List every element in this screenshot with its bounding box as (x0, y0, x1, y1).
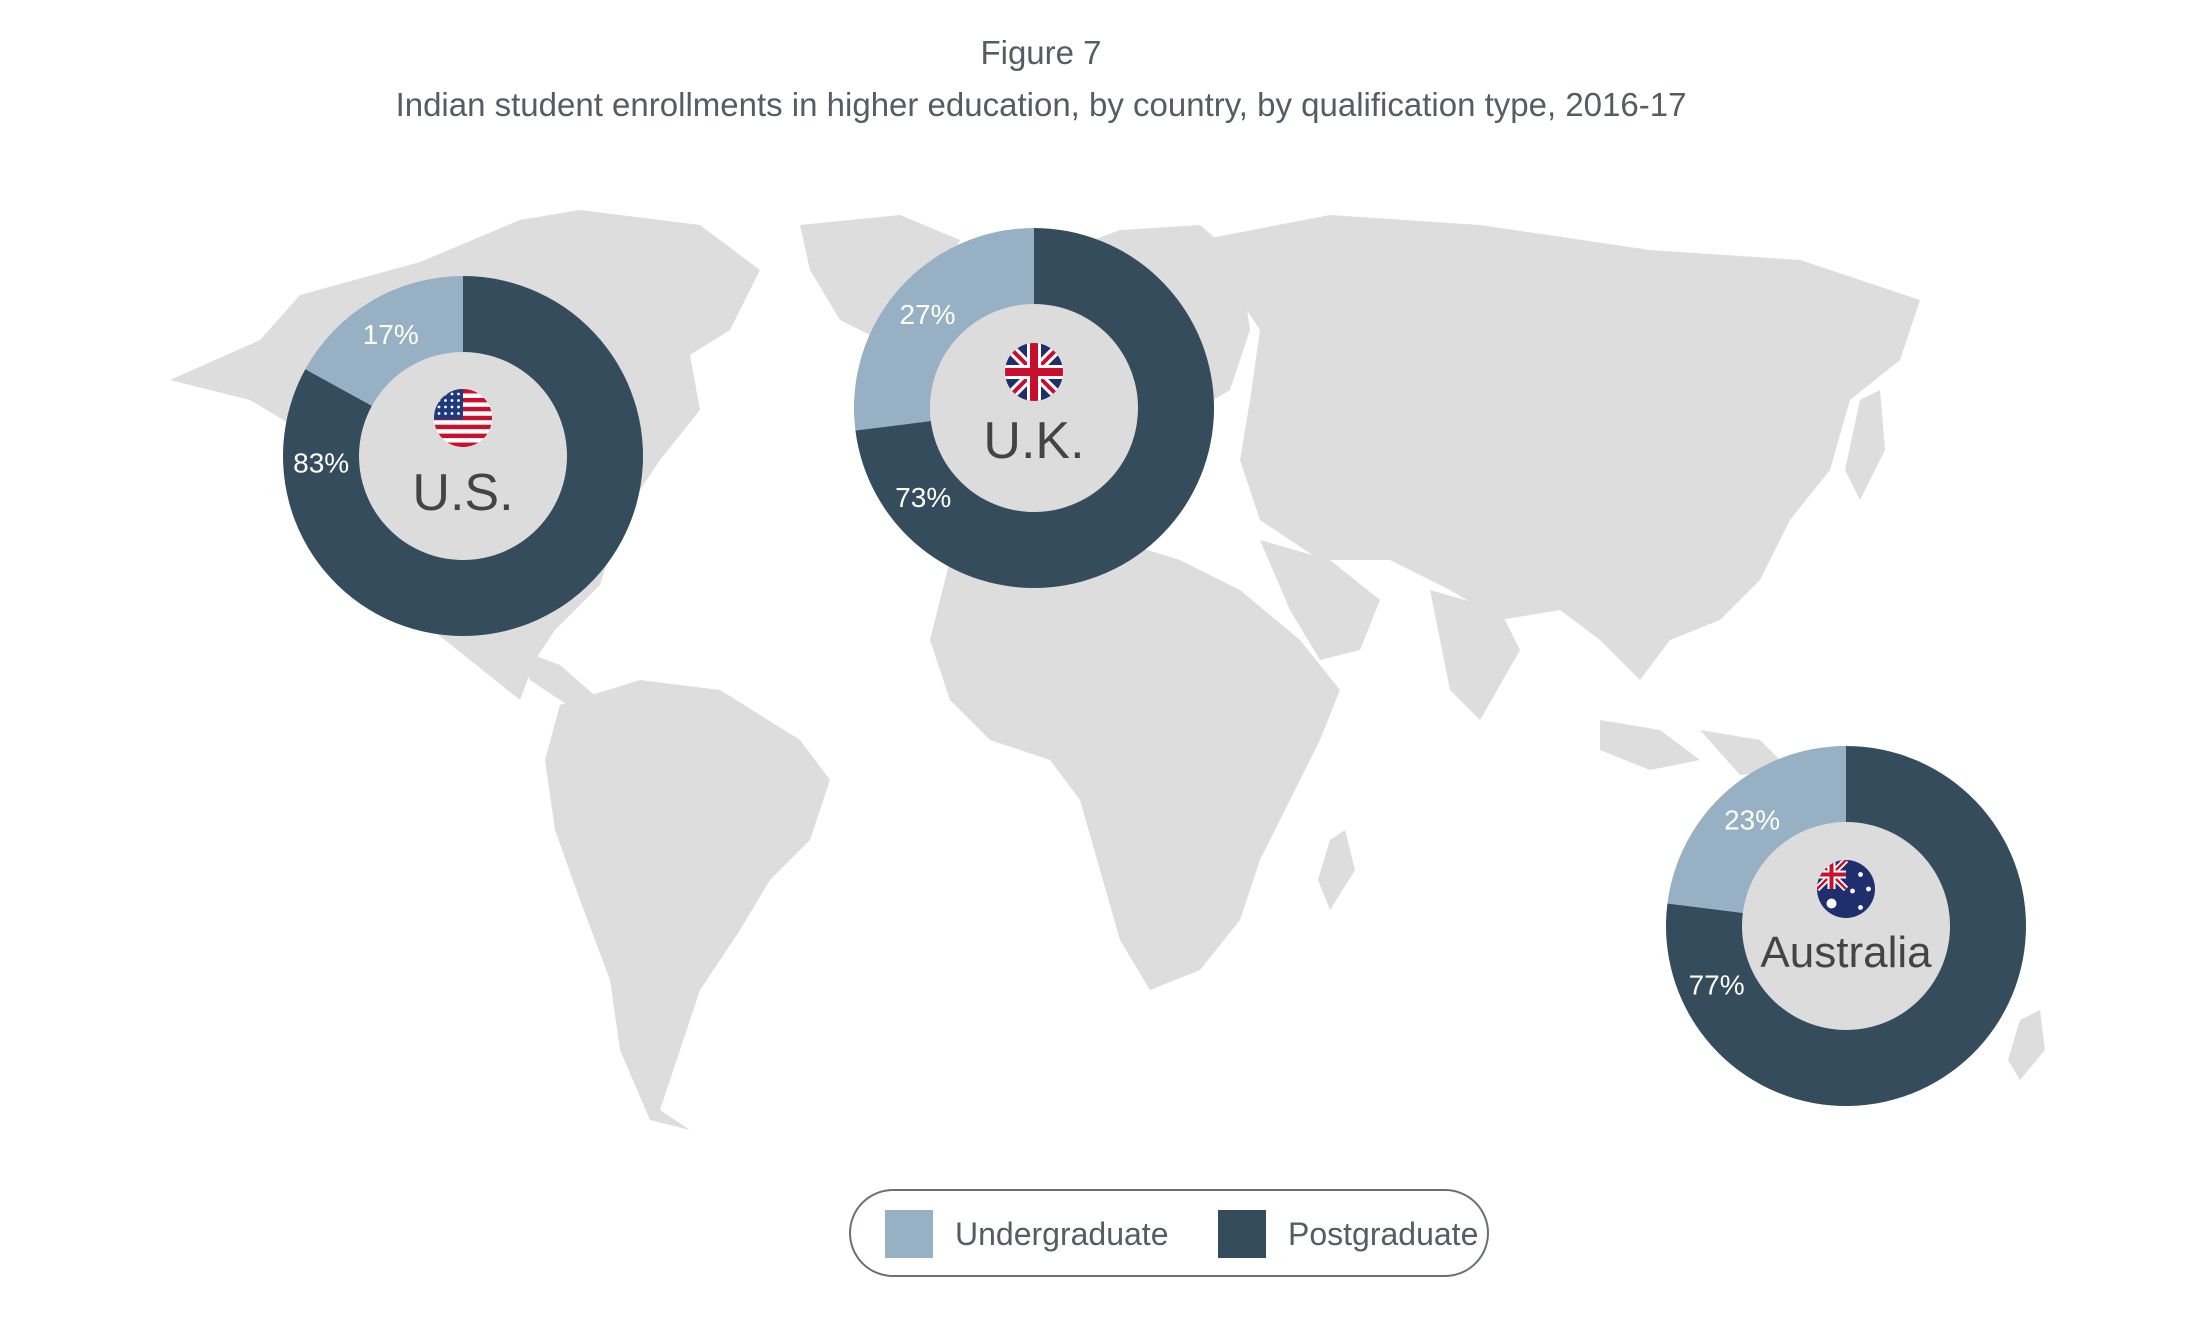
map-madagascar (1318, 830, 1355, 910)
map-asia (1200, 215, 1920, 680)
donut-u-k: 27% 73% U.K. (854, 228, 1214, 588)
uk-flag-icon (1005, 343, 1063, 401)
map-greenland (800, 215, 960, 340)
figure-label: Figure 7 (980, 34, 1102, 71)
donut-center-u-k (930, 304, 1138, 512)
donut-center-u-s (359, 352, 567, 560)
legend-label-postgraduate: Postgraduate (1288, 1215, 1479, 1252)
legend-item-postgraduate: Postgraduate (1218, 1210, 1478, 1258)
pct-label-undergraduate-u-k: 27% (899, 299, 955, 330)
map-south-america (545, 680, 830, 1130)
legend-swatch-postgraduate (1218, 1210, 1266, 1258)
us-flag-icon (434, 389, 492, 447)
australia-flag-icon (1817, 860, 1875, 918)
country-label-u-k: U.K. (983, 412, 1084, 470)
donut-u-s: 17% 83% U.S. (283, 276, 643, 636)
chart-title: Indian student enrollments in higher edu… (395, 86, 1687, 123)
legend: Undergraduate Postgraduate (849, 1189, 1489, 1277)
slice-undergraduate-u-k (854, 228, 1034, 431)
map-new-zealand (2008, 1010, 2045, 1080)
pct-label-postgraduate-u-s: 83% (293, 448, 349, 479)
legend-item-undergraduate: Undergraduate (885, 1210, 1168, 1258)
pct-label-postgraduate-u-k: 73% (895, 482, 951, 513)
map-japan (1845, 390, 1885, 500)
pct-label-undergraduate-australia: 23% (1724, 804, 1780, 835)
slice-undergraduate-u-s (305, 276, 463, 406)
slice-postgraduate-u-s (283, 276, 643, 636)
donut-center-australia (1742, 822, 1950, 1030)
country-label-u-s: U.S. (412, 464, 513, 522)
country-label-australia: Australia (1760, 928, 1932, 977)
slice-postgraduate-australia (1665, 746, 2027, 1106)
map-south-asia (1260, 540, 1520, 720)
pct-label-undergraduate-u-s: 17% (363, 319, 419, 350)
legend-swatch-undergraduate (885, 1210, 933, 1258)
legend-label-undergraduate: Undergraduate (955, 1215, 1169, 1252)
map-africa (930, 535, 1340, 990)
pct-label-postgraduate-australia: 77% (1689, 969, 1745, 1000)
slice-undergraduate-australia (1667, 745, 1846, 913)
slice-postgraduate-u-k (855, 228, 1214, 588)
donut-australia: 23% 77% Australia (1665, 745, 2027, 1106)
